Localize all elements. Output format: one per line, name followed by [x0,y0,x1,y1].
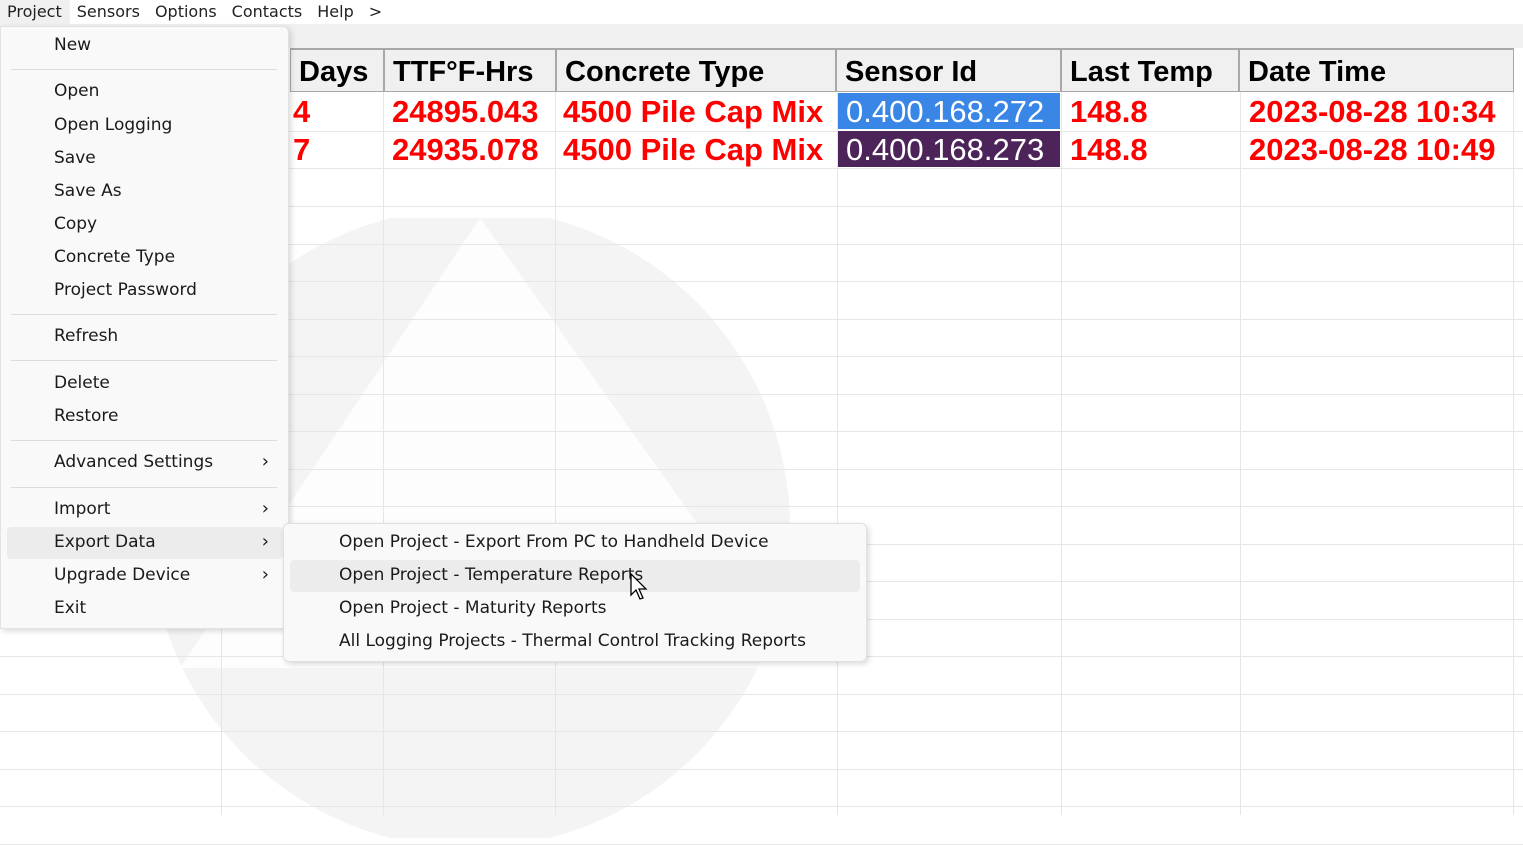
cell-days[interactable]: 7 [293,132,311,167]
grid-row-line [0,506,1523,507]
cell-last-temp[interactable]: 148.8 [1070,94,1148,129]
menu-item-label: Export Data [54,532,156,552]
submenu-item-export-to-handheld[interactable]: Open Project - Export From PC to Handhel… [339,532,769,552]
menu-item-copy[interactable]: Copy [54,214,98,234]
header-concrete-type[interactable]: Concrete Type [556,48,836,92]
menu-separator [11,314,277,315]
cell-ttf[interactable]: 24935.078 [392,132,539,167]
menu-item-delete[interactable]: Delete [54,373,110,393]
menu-contacts[interactable]: Contacts [231,2,303,21]
cell-date-time[interactable]: 2023-08-28 10:34 [1249,94,1496,129]
cell-last-temp[interactable]: 148.8 [1070,132,1148,167]
menu-sensors[interactable]: Sensors [76,2,140,21]
menu-item-label: Import [54,499,111,519]
header-last-temp[interactable]: Last Temp [1061,48,1239,92]
menu-item-project-password[interactable]: Project Password [54,280,197,300]
submenu-item-maturity-reports[interactable]: Open Project - Maturity Reports [339,598,607,618]
menu-separator [11,69,277,70]
mouse-cursor-icon [630,573,648,600]
cell-concrete-type[interactable]: 4500 Pile Cap Mix [563,132,824,167]
menu-help[interactable]: Help [317,2,354,21]
grid-row-line [0,843,1523,845]
menu-options[interactable]: Options [154,2,217,21]
header-days[interactable]: Days [290,48,384,92]
menu-separator [11,440,277,441]
menu-item-label: Upgrade Device [54,565,191,585]
cell-ttf[interactable]: 24895.043 [392,94,539,129]
header-date-time[interactable]: Date Time [1239,48,1514,92]
grid-row-line [0,243,1523,245]
cell-concrete-type[interactable]: 4500 Pile Cap Mix [563,94,824,129]
cell-sensor-id-selected[interactable]: 0.400.168.272 [838,93,1060,129]
menu-item-open[interactable]: Open [54,81,100,101]
header-sensor-id[interactable]: Sensor Id [836,48,1061,92]
chevron-right-icon: › [261,451,269,472]
grid-row-line [0,168,1523,169]
menu-item-save[interactable]: Save [54,148,96,168]
cell-days[interactable]: 4 [293,94,311,129]
menu-item-open-logging[interactable]: Open Logging [54,115,173,135]
grid-row-line [0,356,1523,357]
menu-item-save-as[interactable]: Save As [54,181,122,201]
menu-item-new[interactable]: New [54,35,92,55]
menu-item-import[interactable]: Import › [7,494,283,526]
header-ttf[interactable]: TTF°F-Hrs [384,48,556,92]
menu-item-export-data[interactable]: Export Data › [7,527,283,559]
menu-item-restore[interactable]: Restore [54,406,119,426]
menu-overflow[interactable]: > [368,2,383,21]
grid-row-line [0,693,1523,695]
grid-row-line [0,206,1523,207]
grid-row-line [0,768,1523,770]
chevron-right-icon: › [261,531,269,552]
grid-row-line [0,806,1523,807]
cell-sensor-id-selected[interactable]: 0.400.168.273 [838,131,1060,167]
menu-item-label: Advanced Settings [54,452,214,472]
chevron-right-icon: › [261,498,269,519]
grid-row-line [0,731,1523,732]
grid-row-line [0,131,1523,132]
grid-row-line [0,318,1523,320]
grid-row-line [0,281,1523,282]
grid-row-line [0,393,1523,395]
menu-separator [11,487,277,488]
menu-item-advanced-settings[interactable]: Advanced Settings › [7,447,283,479]
menu-project[interactable]: Project [0,0,70,24]
project-menu: New Open Open Logging Save Save As Copy … [0,26,289,629]
menu-item-exit[interactable]: Exit [54,598,87,618]
menu-item-upgrade-device[interactable]: Upgrade Device › [7,560,283,592]
menu-separator [11,360,277,361]
menu-bar: Project Sensors Options Contacts Help > [0,0,1523,24]
menu-item-refresh[interactable]: Refresh [54,326,119,346]
chevron-right-icon: › [261,564,269,585]
export-data-submenu: Open Project - Export From PC to Handhel… [283,523,867,662]
menu-item-concrete-type[interactable]: Concrete Type [54,247,176,267]
submenu-item-thermal-control-reports[interactable]: All Logging Projects - Thermal Control T… [339,631,806,651]
grid-row-line [0,431,1523,432]
grid-row-line [0,468,1523,470]
submenu-item-temperature-reports[interactable]: Open Project - Temperature Reports [290,560,860,592]
cell-date-time[interactable]: 2023-08-28 10:49 [1249,132,1496,167]
